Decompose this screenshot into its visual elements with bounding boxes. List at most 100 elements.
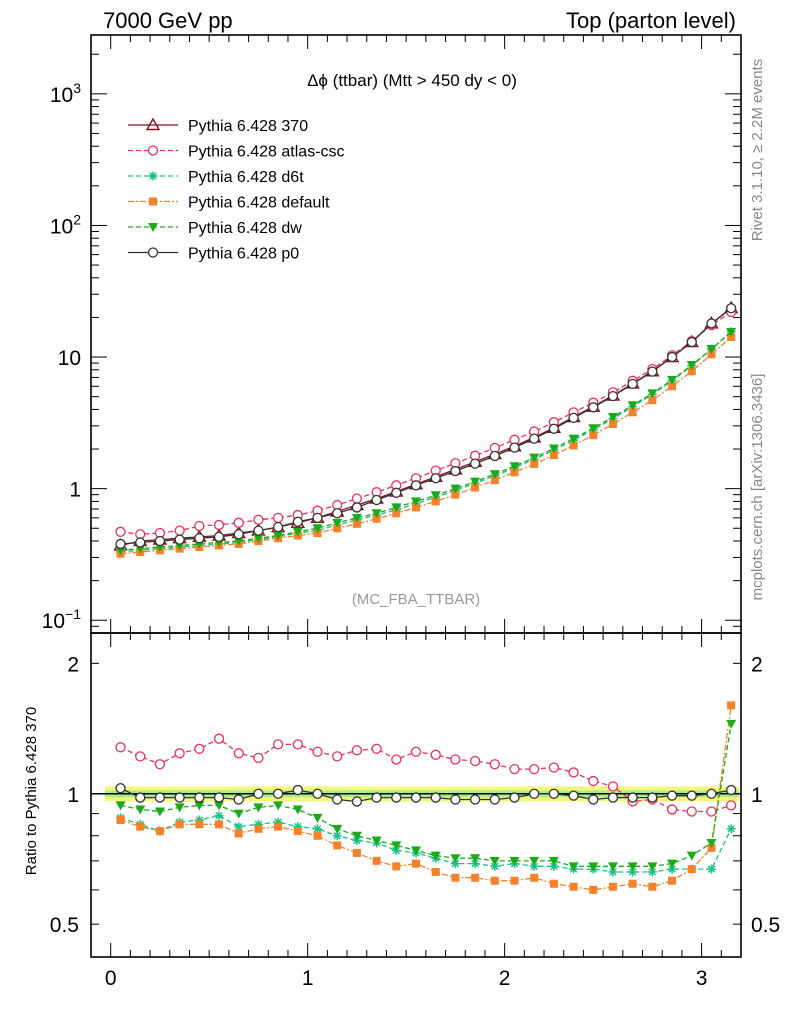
ratio-series-2-point-8 (274, 822, 283, 831)
ratio-ytick-0: 0.5 (50, 914, 79, 937)
main-series-3-point-15 (412, 503, 420, 512)
ratio-series-4-point-21 (529, 788, 540, 799)
ratio-series-3-point-16 (430, 851, 441, 861)
main-series-3-point-26 (628, 408, 637, 417)
ratio-series-4-point-19 (489, 794, 500, 805)
ratio-series-2-point-12 (352, 848, 361, 857)
ratio-series-4-point-4 (194, 792, 205, 803)
ratio-series-2-point-15 (412, 859, 420, 868)
main-series-3-point-28 (668, 382, 677, 391)
main-series-5-point-13 (371, 494, 382, 506)
main-series-5-point-11 (332, 508, 343, 519)
ratio-series-1-point-11 (332, 831, 342, 841)
ratio-xtick-0: 0 (105, 967, 117, 990)
ratio-series-2-point-23 (569, 882, 578, 891)
ratio-series-4-point-31 (726, 784, 737, 796)
main-series-4-point-29 (686, 361, 697, 371)
ratio-series-line-0 (120, 737, 732, 813)
main-series-5-point-1 (135, 537, 146, 548)
main-series-5-point-26 (627, 378, 638, 390)
main-series-5-point-12 (351, 502, 363, 513)
ratio-series-4-point-30 (706, 788, 717, 799)
main-series-5-point-28 (666, 351, 678, 363)
ratio-series-3-point-22 (548, 856, 559, 866)
main-series-3-point-11 (333, 524, 342, 533)
ratio-series-2-point-11 (333, 841, 342, 850)
main-series-5-point-9 (292, 516, 303, 527)
ratio-plot: 0 1 2 3 0.5 0.5 1 1 2 2 (50, 632, 780, 990)
ratio-series-4-point-24 (588, 794, 599, 805)
main-ytick-1: 1 (69, 479, 81, 502)
ratio-series-0-point-10 (312, 746, 323, 757)
ratio-series-4-point-7 (253, 788, 264, 799)
ratio-series-4-point-22 (548, 788, 560, 799)
side-mcplots: mcplots.cern.ch [arXiv:1306.3436] (749, 374, 766, 601)
ratio-series-0-point-9 (292, 739, 303, 750)
ratio-series-3-point-24 (588, 862, 599, 872)
main-series-4-point-19 (489, 470, 500, 480)
ratio-series-3-point-25 (607, 862, 618, 872)
main-series-4-point-12 (351, 513, 362, 523)
main-series-4-point-22 (548, 444, 559, 454)
ratio-series-2-point-13 (372, 856, 381, 865)
main-series-4-point-8 (273, 531, 284, 541)
ratio-series-2-point-26 (628, 879, 637, 888)
main-series-5-point-27 (647, 366, 658, 377)
ratio-series-3-point-12 (351, 831, 362, 841)
main-series-5-point-2 (154, 535, 166, 547)
main-series-5-point-31 (726, 303, 737, 314)
ratio-ytick-right-0: 0.5 (751, 914, 780, 937)
main-series-3-point-14 (392, 509, 401, 518)
ratio-series-4-point-29 (686, 790, 697, 801)
main-series-5-point-15 (410, 480, 422, 491)
legend-marker-2 (148, 171, 158, 181)
ratio-series-4-point-17 (450, 794, 461, 805)
main-series-4-point-30 (706, 345, 717, 355)
main-series-4-point-23 (568, 434, 579, 444)
ratio-series-4-point-16 (430, 792, 441, 803)
ratio-series-4-point-25 (607, 792, 619, 803)
ratio-series-3-point-5 (214, 801, 225, 811)
main-plot: 10−1 1 10 102 103 (42, 34, 742, 634)
main-ytick-0: 10−1 (42, 606, 82, 633)
ratio-series-0-point-5 (213, 733, 225, 744)
ratio-series-4-point-5 (213, 792, 225, 803)
main-ytick-2: 10 (58, 347, 81, 370)
main-ytick-4: 103 (50, 80, 81, 107)
ratio-series-0-point-23 (568, 767, 579, 778)
ratio-series-0-point-24 (588, 775, 599, 787)
ratio-series-3-point-0 (115, 801, 126, 811)
main-series-3-point-20 (510, 468, 519, 477)
main-series-1-point-3 (174, 525, 185, 536)
main-series-5-point-17 (450, 465, 461, 477)
ratio-series-0-point-22 (548, 762, 560, 773)
main-series-5-point-29 (686, 336, 697, 348)
ratio-series-0-point-14 (391, 754, 402, 765)
main-series-1-point-6 (233, 517, 244, 528)
ratio-series-3-point-19 (489, 856, 500, 866)
main-series-4-point-26 (627, 401, 638, 411)
ratio-series-4-point-2 (154, 792, 166, 803)
main-series-4-point-6 (233, 537, 244, 547)
ratio-series-2-point-21 (530, 873, 539, 882)
ratio-series-3-point-21 (529, 856, 540, 866)
main-series-5-point-10 (312, 512, 323, 523)
ratio-series-2-point-0 (116, 815, 125, 824)
ratio-series-4-point-20 (509, 792, 520, 803)
main-series-3-point-30 (707, 350, 716, 359)
ratio-series-2-point-19 (490, 876, 499, 885)
main-series-3-point-31 (727, 333, 736, 342)
ratio-series-0-point-17 (450, 754, 461, 765)
main-series-4-point-14 (391, 503, 402, 513)
legend-marker-5 (147, 247, 159, 258)
main-ytick-3: 102 (50, 211, 81, 238)
ratio-series-2-point-7 (254, 824, 263, 833)
ratio-series-3-point-15 (411, 846, 421, 856)
ratio-series-4-point-3 (174, 792, 185, 803)
ratio-series-3-point-20 (509, 856, 520, 866)
main-series-5-point-3 (174, 534, 185, 545)
legend-marker-0 (145, 117, 161, 131)
ratio-series-3-point-14 (391, 841, 402, 851)
ratio-series-1-point-28 (667, 864, 677, 874)
ratio-series-3-point-10 (312, 813, 323, 823)
